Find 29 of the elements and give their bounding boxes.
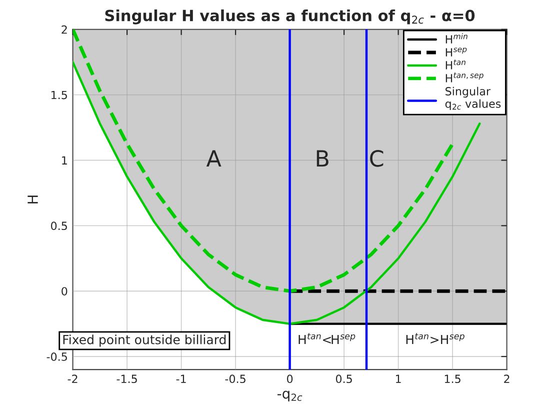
chart-title: Singular H values as a function of q$_{2c}$ - α=0	[105, 9, 475, 24]
y-tick-label: 2	[62, 25, 67, 34]
y-tick-label: 1	[62, 156, 67, 164]
y-tick-label: -0.5	[46, 352, 67, 361]
legend-label: H$^{tan}$	[446, 60, 466, 70]
annotation: H$^{tan}$<H$^{sep}$	[298, 333, 356, 344]
annotation: Fixed point outside billiard	[63, 334, 226, 347]
x-tick-label: -1.5	[116, 374, 137, 384]
y-tick-label: 0	[62, 287, 68, 296]
x-axis-title: -q$_{2c}$	[277, 390, 302, 402]
x-tick-label: 1	[396, 374, 401, 383]
legend-label: H$^{sep}$	[446, 48, 467, 56]
x-tick-label: -0.5	[225, 374, 246, 384]
x-tick-label: -2	[68, 374, 78, 383]
y-axis-title: H	[28, 196, 38, 204]
y-tick-label: 0.5	[51, 222, 67, 230]
y-tick-label: 1.5	[51, 90, 67, 100]
annotation: C	[370, 150, 384, 167]
x-tick-label: 1.5	[444, 374, 460, 384]
legend-label: Singular q$_{2c}$ values	[445, 86, 501, 110]
x-tick-label: -1	[176, 374, 186, 383]
x-tick-label: 2	[504, 374, 510, 383]
x-tick-label: 0	[287, 374, 293, 384]
legend-label: H$^{tan,sep}$	[446, 72, 484, 82]
legend-label: H$^{min}$	[446, 33, 468, 44]
annotation: H$^{tan}$>H$^{sep}$	[406, 333, 464, 344]
annotation: A	[206, 150, 222, 167]
annotation: B	[316, 150, 328, 167]
x-tick-label: 0.5	[336, 374, 352, 384]
